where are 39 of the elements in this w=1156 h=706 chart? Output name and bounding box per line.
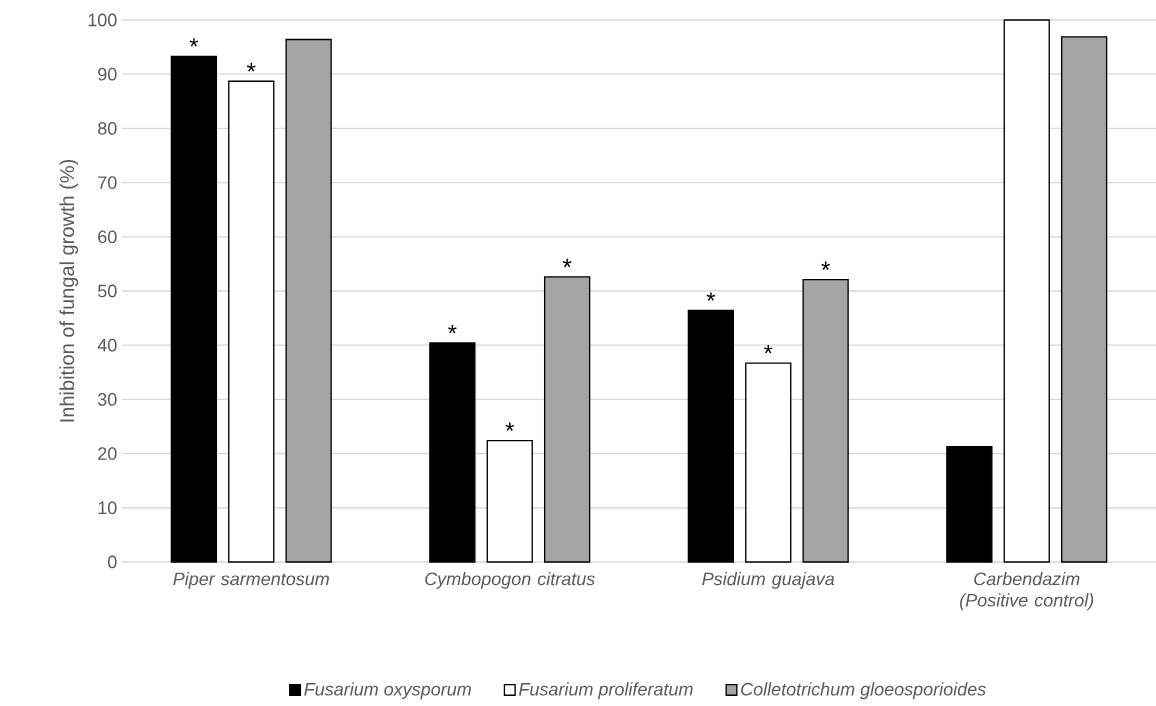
y-tick-label: 70 [98,176,117,189]
x-tick-label: Psidium guajava [702,572,835,589]
y-axis-title: Inhibition of fungal growth (%) [59,159,79,422]
data-label: * [246,63,256,72]
bar [745,362,792,563]
y-tick-label: 0 [108,555,117,569]
bar [946,445,993,563]
y-tick-label: 40 [97,338,117,352]
data-label: * [763,344,773,354]
data-label: * [189,38,199,47]
x-tick-label: Carbendazim (Positive control) [960,572,1094,611]
y-tick-label: 80 [98,122,117,135]
y-tick-label: 10 [98,501,117,515]
data-label: * [505,422,515,431]
x-tick-label: Piper sarmentosum [173,572,329,589]
bar [170,55,218,563]
bar [802,278,849,563]
bar [486,439,533,563]
y-tick-label: 100 [88,13,117,27]
bar [228,80,275,563]
y-tick-label: 60 [98,230,117,244]
bar [285,38,332,563]
bar [687,309,735,563]
bar [1003,19,1050,563]
bar [429,342,476,563]
legend-label: Colletotrichum gloeosporioides [741,682,986,700]
bar [1060,36,1108,563]
bar [543,276,591,563]
y-tick-label: 20 [98,447,117,460]
legend-label: Fusarium oxysporum [304,682,471,700]
data-label: * [821,261,830,270]
legend-label: Fusarium proliferatum [518,682,693,700]
data-label: * [562,258,572,268]
y-tick-label: 90 [98,67,117,81]
y-tick-label: 30 [97,393,117,406]
y-tick-label: 50 [97,284,117,298]
data-label: * [448,324,457,334]
data-label: * [706,292,716,301]
x-tick-label: Cymbopogon citratus [425,572,595,589]
